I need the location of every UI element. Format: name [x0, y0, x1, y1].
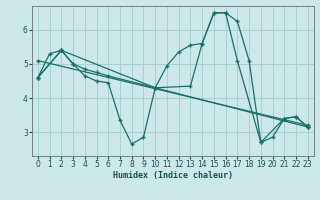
X-axis label: Humidex (Indice chaleur): Humidex (Indice chaleur): [113, 171, 233, 180]
